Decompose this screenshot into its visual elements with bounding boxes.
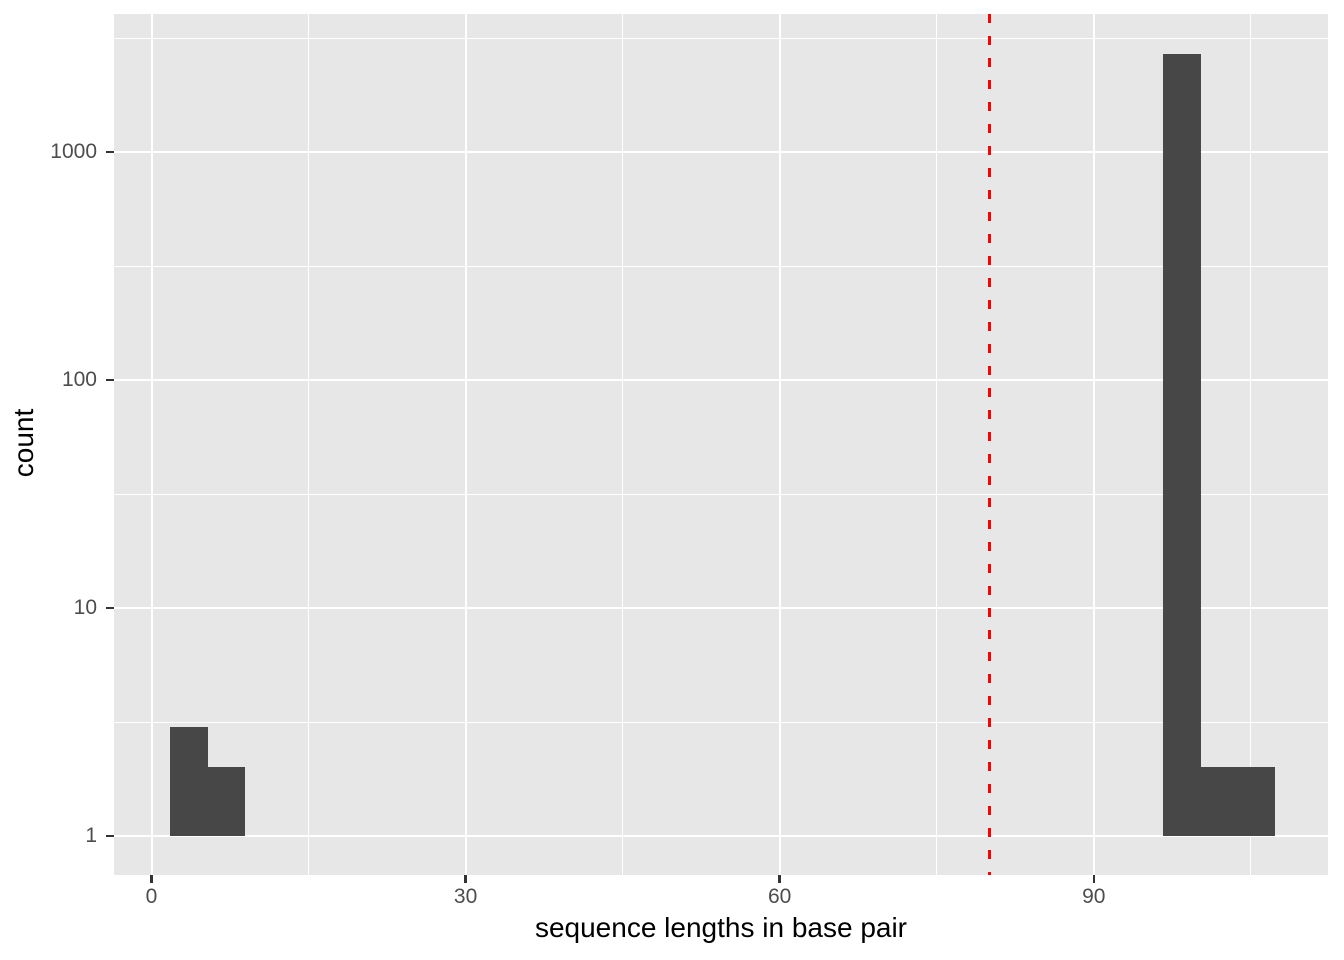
histogram-bar (1163, 53, 1201, 836)
y-tick-label: 1 (85, 824, 97, 847)
x-tick-mark (150, 875, 153, 883)
x-tick-mark (778, 875, 781, 883)
gridline-minor-y (114, 721, 1328, 723)
y-tick-mark (106, 150, 114, 154)
gridline-major-y (114, 835, 1328, 837)
y-tick-label: 1000 (50, 140, 97, 163)
y-axis-title: count (8, 408, 39, 478)
gridline-major-y (114, 607, 1328, 609)
gridline-minor-x (936, 14, 938, 875)
gridline-minor-x (1250, 14, 1252, 875)
y-tick-mark (106, 606, 114, 610)
y-tick-label: 100 (61, 368, 97, 391)
x-tick-label: 60 (768, 885, 792, 908)
gridline-minor-y (114, 493, 1328, 495)
x-tick-mark (1092, 875, 1096, 883)
gridline-major-x (778, 14, 781, 875)
histogram-bar (1237, 767, 1275, 836)
y-tick-mark (106, 834, 114, 838)
x-tick-mark (464, 875, 467, 883)
x-tick-label: 90 (1082, 885, 1106, 908)
x-tick-label: 30 (453, 885, 478, 908)
gridline-major-y (114, 379, 1328, 381)
gridline-major-x (464, 14, 467, 875)
histogram-bar (1200, 767, 1238, 836)
plot-panel (114, 14, 1328, 875)
gridline-major-y (114, 151, 1328, 153)
threshold-line (987, 14, 991, 875)
gridline-minor-y (114, 265, 1328, 267)
x-axis-title: sequence lengths in base pair (534, 912, 908, 943)
gridline-major-x (1092, 14, 1095, 875)
gridline-minor-y (114, 37, 1328, 39)
x-tick-label: 0 (145, 885, 158, 908)
y-tick-mark (106, 378, 114, 382)
histogram-bar (207, 767, 245, 836)
histogram-bar (170, 727, 208, 836)
y-tick-label: 10 (73, 596, 97, 619)
gridline-minor-x (622, 14, 624, 875)
gridline-major-x (150, 14, 153, 875)
gridline-minor-x (308, 14, 310, 875)
